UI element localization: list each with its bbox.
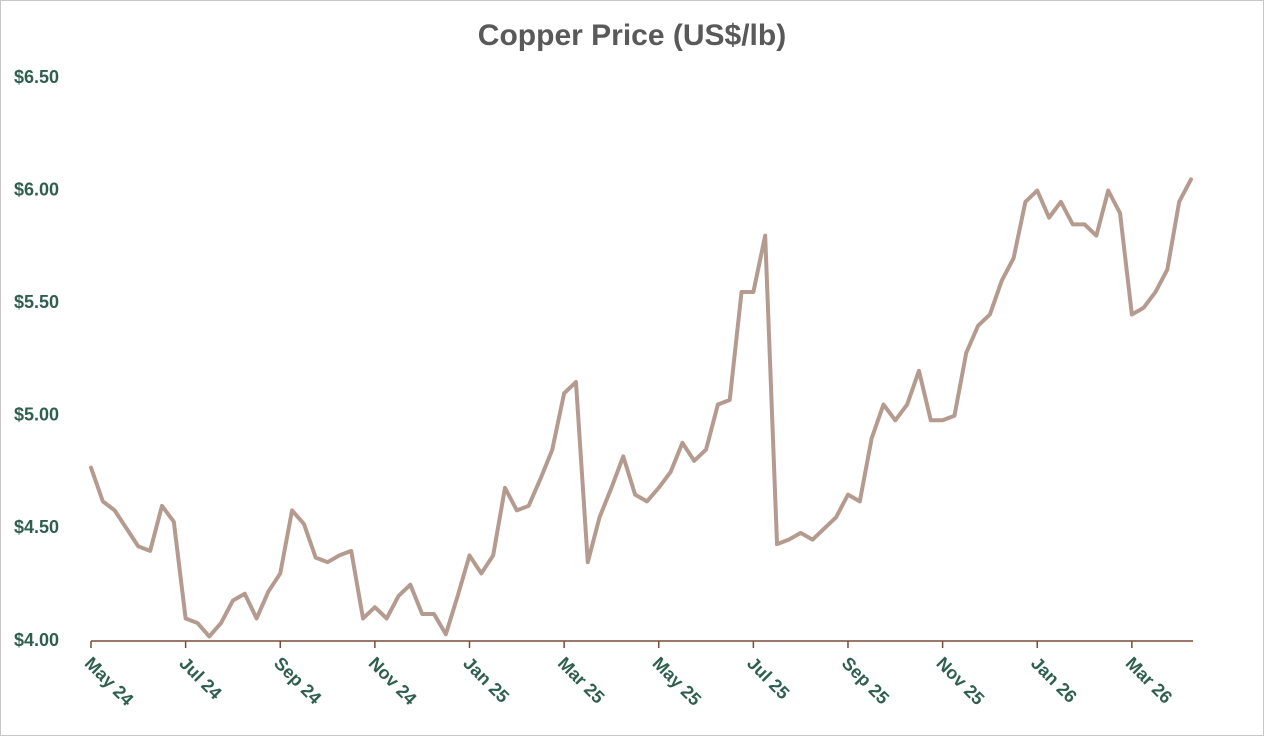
y-tick-label: $6.50 (14, 67, 59, 87)
y-tick-label: $5.50 (14, 292, 59, 312)
y-tick-label: $4.50 (14, 517, 59, 537)
y-tick-label: $4.00 (14, 630, 59, 650)
price-line (89, 177, 1193, 639)
y-tick-label: $6.00 (14, 179, 59, 199)
chart-title: Copper Price (US$/lb) (478, 19, 786, 52)
y-tick-label: $5.00 (14, 405, 59, 425)
